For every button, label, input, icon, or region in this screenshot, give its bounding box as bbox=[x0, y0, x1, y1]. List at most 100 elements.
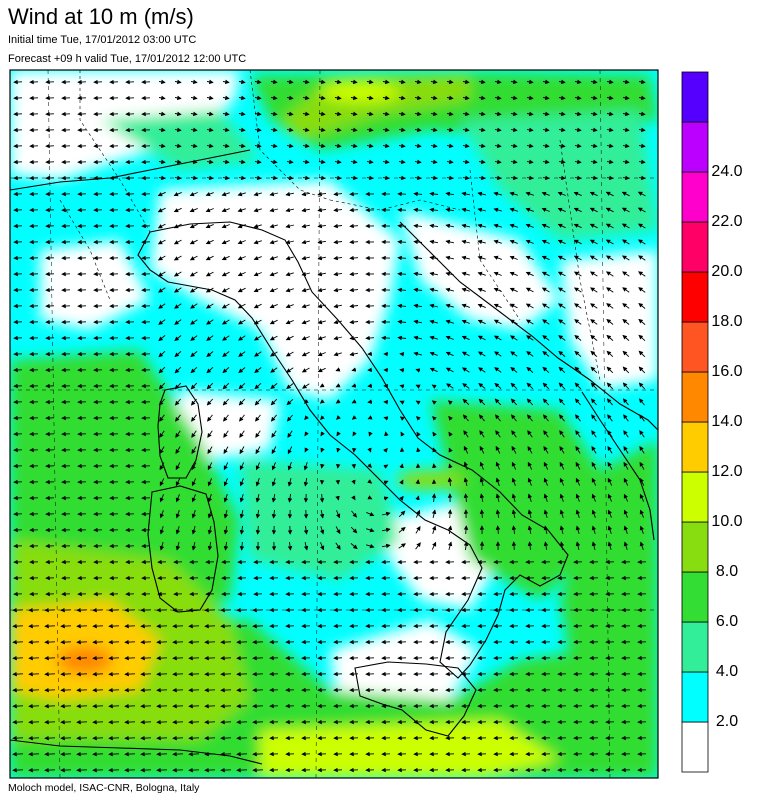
wind-arrow bbox=[254, 367, 262, 373]
wind-arrow bbox=[158, 95, 166, 101]
wind-arrow bbox=[622, 334, 630, 341]
wind-arrow bbox=[252, 687, 264, 693]
wind-arrow bbox=[60, 703, 72, 709]
map-panel bbox=[10, 70, 658, 778]
wind-arrow bbox=[526, 95, 534, 101]
wind-arrow bbox=[510, 127, 518, 133]
wind-arrow bbox=[223, 430, 229, 438]
wind-arrow bbox=[254, 143, 262, 149]
wind-arrow bbox=[382, 159, 390, 165]
adriatic-east-coastline bbox=[399, 221, 658, 431]
wind-arrow bbox=[188, 719, 200, 725]
wind-arrow bbox=[639, 414, 645, 422]
wind-arrow bbox=[574, 398, 581, 406]
wind-arrow bbox=[319, 399, 325, 404]
wind-arrow bbox=[253, 272, 262, 277]
wind-arrow bbox=[236, 687, 248, 693]
wind-arrow bbox=[270, 95, 278, 101]
wind-arrow bbox=[252, 767, 264, 773]
wind-arrow bbox=[206, 351, 214, 357]
wind-arrow bbox=[542, 351, 550, 357]
wind-arrow bbox=[12, 767, 24, 773]
wind-arrow bbox=[445, 351, 454, 357]
wind-arrow bbox=[430, 127, 438, 133]
wind-arrow bbox=[174, 111, 182, 117]
wind-arrow bbox=[12, 735, 24, 741]
wind-arrow bbox=[206, 143, 214, 149]
wind-arrow bbox=[463, 430, 469, 438]
wind-arrow bbox=[493, 191, 503, 197]
wind-arrow bbox=[527, 461, 533, 470]
wind-arrow bbox=[413, 351, 423, 357]
wind-arrow bbox=[557, 223, 566, 229]
wind-arrow bbox=[575, 445, 581, 454]
wind-arrow bbox=[140, 639, 152, 645]
wind-arrow bbox=[622, 271, 630, 277]
wind-arrow bbox=[575, 461, 581, 470]
wind-arrow bbox=[542, 319, 550, 325]
wind-arrow bbox=[190, 143, 198, 149]
wind-arrow bbox=[222, 351, 230, 357]
wind-arrow bbox=[220, 751, 232, 757]
wind-arrow bbox=[270, 398, 278, 406]
wind-arrow bbox=[204, 767, 216, 773]
wind-arrow bbox=[334, 143, 342, 149]
wind-arrow bbox=[188, 767, 200, 773]
wind-arrow bbox=[478, 414, 485, 422]
wind-arrow bbox=[638, 79, 646, 85]
wind-arrow bbox=[416, 447, 421, 453]
wind-arrow bbox=[573, 287, 582, 293]
wind-arrow bbox=[606, 159, 614, 165]
wind-arrow bbox=[622, 319, 630, 325]
wind-arrow bbox=[207, 414, 213, 422]
wind-arrow bbox=[286, 159, 294, 165]
wind-arrow bbox=[477, 239, 486, 245]
wind-arrow bbox=[367, 415, 373, 420]
wind-arrow bbox=[526, 159, 534, 165]
wind-arrow bbox=[384, 431, 389, 437]
wind-arrow bbox=[317, 223, 326, 229]
wind-arrow bbox=[429, 335, 438, 341]
wind-arrow bbox=[477, 191, 487, 197]
wind-arrow bbox=[477, 287, 486, 293]
wind-arrow bbox=[252, 655, 264, 661]
wind-arrow bbox=[174, 351, 182, 358]
wind-arrow bbox=[366, 111, 374, 117]
colorbar-tick-label: 18.0 bbox=[711, 313, 743, 330]
wind-arrow bbox=[285, 287, 294, 293]
wind-arrow bbox=[317, 255, 326, 261]
wind-arrow bbox=[477, 335, 486, 341]
wind-arrow bbox=[333, 287, 342, 293]
wind-arrow bbox=[590, 287, 598, 293]
wind-arrow bbox=[607, 414, 613, 422]
wind-arrow bbox=[270, 367, 278, 373]
wind-arrow bbox=[28, 767, 40, 773]
wind-arrow bbox=[558, 366, 566, 374]
wind-arrow bbox=[269, 288, 278, 293]
wind-arrow bbox=[351, 367, 357, 372]
colorbar-tick-label: 8.0 bbox=[715, 563, 739, 580]
wind-arrow bbox=[254, 351, 262, 357]
wind-arrow bbox=[238, 335, 246, 341]
wind-arrow bbox=[174, 143, 182, 149]
wind-arrow bbox=[448, 447, 453, 453]
wind-arrow bbox=[252, 703, 264, 709]
wind-arrow bbox=[205, 191, 214, 197]
wind-arrow bbox=[108, 767, 120, 773]
wind-arrow bbox=[637, 207, 646, 213]
wind-arrow bbox=[494, 127, 502, 133]
wind-arrow bbox=[237, 287, 246, 293]
wind-arrow bbox=[414, 127, 422, 133]
wind-arrow bbox=[255, 414, 261, 422]
wind-arrow bbox=[526, 127, 534, 133]
wind-arrow bbox=[236, 767, 248, 773]
wind-arrow bbox=[254, 127, 262, 133]
wind-arrow bbox=[302, 383, 310, 389]
wind-arrow bbox=[397, 255, 407, 261]
wind-arrow bbox=[319, 493, 325, 503]
wind-arrow bbox=[511, 541, 517, 551]
wind-arrow bbox=[285, 191, 294, 197]
colorbar-tick-label: 24.0 bbox=[711, 163, 743, 180]
wind-arrow bbox=[349, 335, 358, 341]
wind-arrow bbox=[222, 367, 230, 374]
